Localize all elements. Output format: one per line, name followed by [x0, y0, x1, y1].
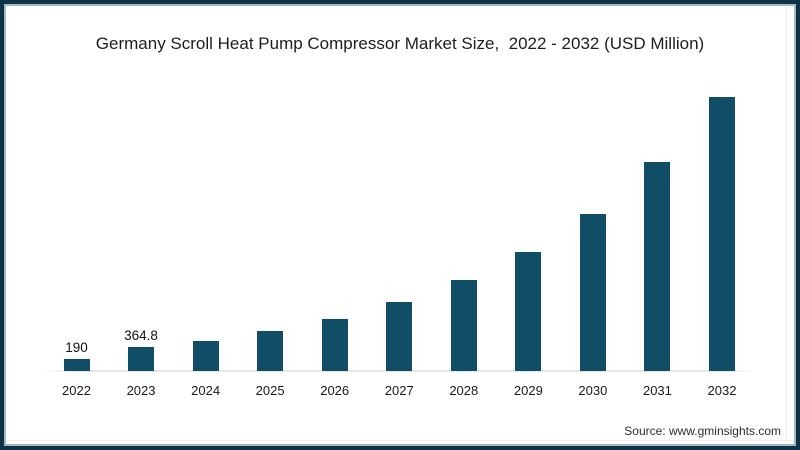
x-tick-label-2022: 2022 [62, 383, 91, 398]
right-hairline [786, 6, 787, 444]
x-tick-label-2028: 2028 [449, 383, 479, 398]
x-tick-label-2029: 2029 [513, 383, 543, 398]
bar-value-label-2023: 364.8 [124, 328, 158, 343]
bottom-hairline [6, 440, 794, 441]
bar-2027 [386, 302, 413, 371]
bar-2032 [709, 97, 735, 371]
x-tick-label-2027: 2027 [384, 383, 414, 398]
bar-2022 [63, 359, 90, 371]
bar-2023 [128, 347, 155, 371]
x-tick-label-2025: 2025 [255, 383, 285, 398]
x-tick-label-2024: 2024 [191, 383, 221, 398]
bar-2024 [192, 341, 219, 371]
bar-2026 [321, 319, 348, 371]
x-tick-label-2026: 2026 [320, 383, 350, 398]
bar-2029 [515, 252, 542, 371]
bar-2030 [579, 214, 606, 371]
source-attribution: Source: www.gminsights.com [624, 424, 781, 438]
x-tick-label-2031: 2031 [642, 383, 672, 398]
chart-title: Germany Scroll Heat Pump Compressor Mark… [95, 34, 705, 53]
x-tick-label-2032: 2032 [707, 383, 737, 398]
bar-value-label-2022: 190 [65, 340, 88, 355]
bar-2031 [644, 162, 671, 371]
bar-2028 [450, 280, 477, 371]
bar-2025 [257, 331, 284, 371]
x-tick-label-2023: 2023 [126, 383, 156, 398]
x-tick-label-2030: 2030 [578, 383, 608, 398]
